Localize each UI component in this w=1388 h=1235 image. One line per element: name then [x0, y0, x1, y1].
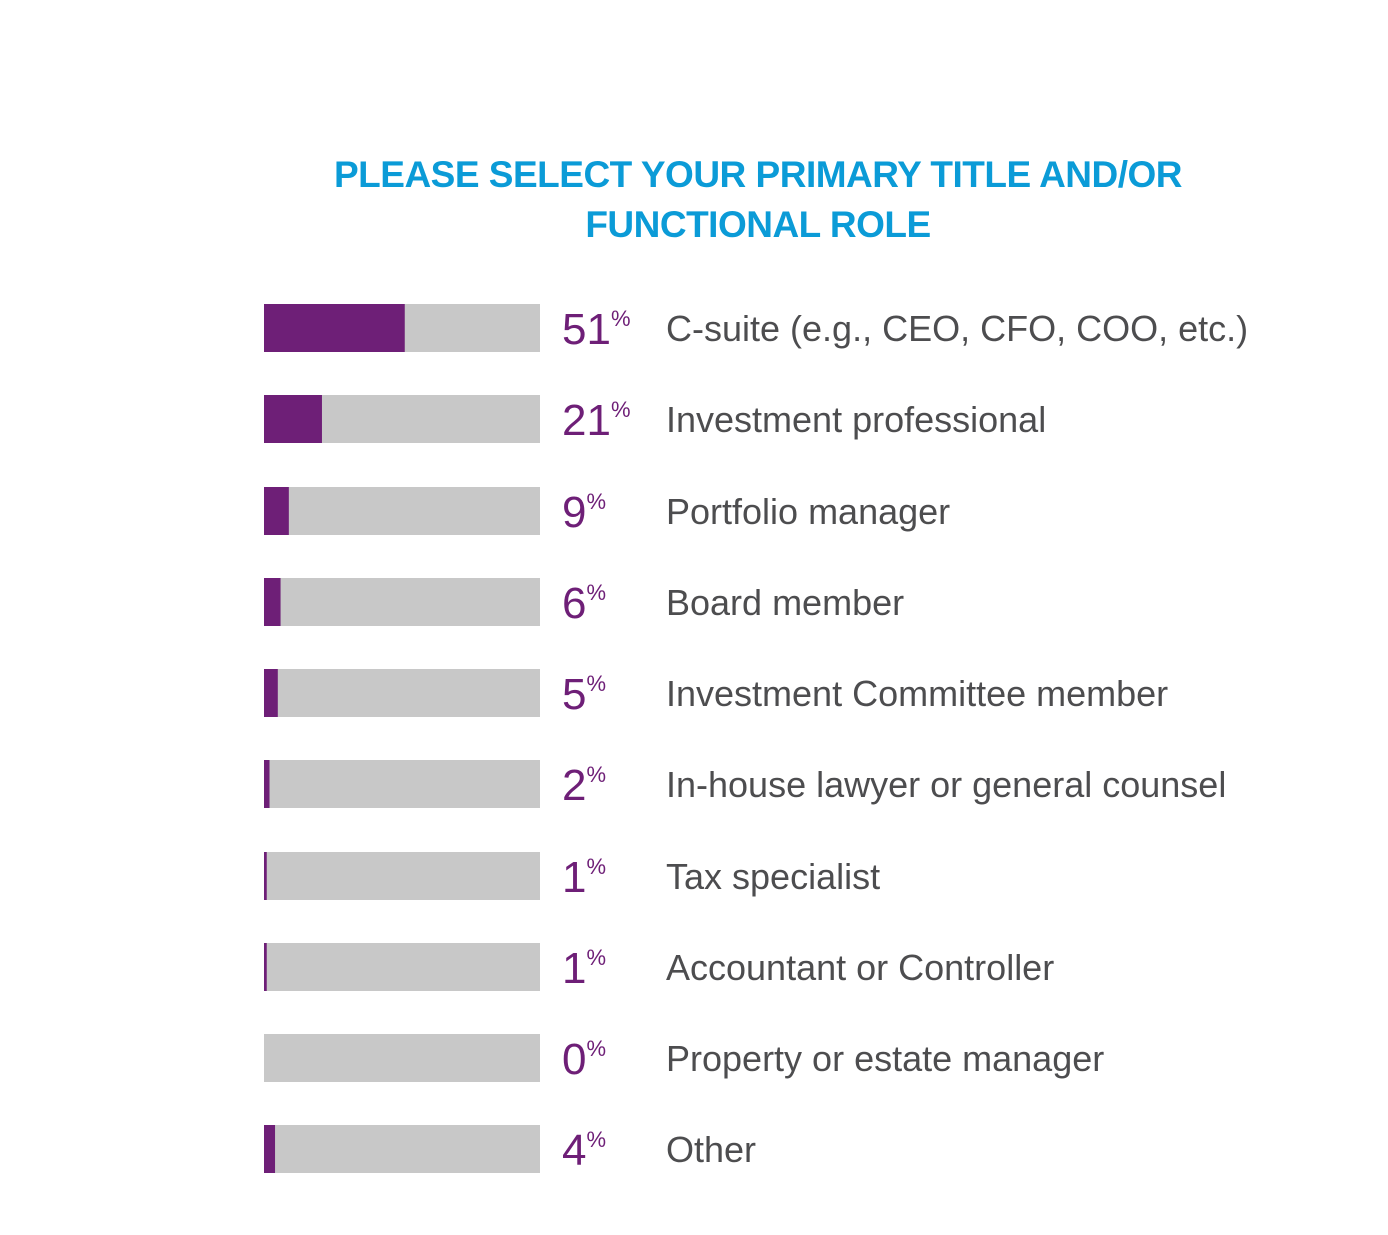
bar	[264, 578, 281, 626]
data-label: 5%	[562, 670, 606, 719]
bar-row: 9% Portfolio manager	[264, 487, 950, 537]
data-label: 1%	[562, 944, 606, 993]
bar-row: 0% Property or estate manager	[264, 1034, 1104, 1084]
bar-track	[264, 578, 540, 626]
data-label: 51%	[562, 305, 631, 354]
bar	[264, 1125, 276, 1173]
data-label: 9%	[562, 488, 606, 537]
bar	[264, 760, 270, 808]
data-label: 4%	[562, 1126, 606, 1175]
category-label: Property or estate manager	[666, 1038, 1104, 1079]
chart-title-line-1: PLEASE SELECT YOUR PRIMARY TITLE AND/OR	[333, 154, 1183, 195]
data-label: 0%	[562, 1035, 606, 1084]
category-label: Investment professional	[666, 399, 1046, 440]
bar-track	[264, 760, 540, 808]
bar-track	[264, 487, 540, 535]
bar-track	[264, 1034, 540, 1082]
bar-row: 1% Tax specialist	[264, 852, 880, 902]
category-label: Board member	[666, 582, 904, 623]
bar	[264, 487, 289, 535]
data-label: 21%	[562, 396, 631, 445]
bar-track	[264, 669, 540, 717]
category-label: C-suite (e.g., CEO, CFO, COO, etc.)	[666, 308, 1248, 349]
category-label: Other	[666, 1129, 756, 1170]
bar-row: 1% Accountant or Controller	[264, 943, 1054, 993]
bar	[264, 943, 267, 991]
category-label: Portfolio manager	[666, 491, 950, 532]
bar-track	[264, 852, 540, 900]
category-label: In-house lawyer or general counsel	[666, 764, 1226, 805]
data-label: 2%	[562, 761, 606, 810]
chart-title-line-2: FUNCTIONAL ROLE	[585, 204, 931, 245]
bar	[264, 304, 405, 352]
bar-row: 4% Other	[264, 1125, 756, 1175]
bar	[264, 395, 322, 443]
bar-track	[264, 1125, 540, 1173]
category-label: Investment Committee member	[666, 673, 1168, 714]
bar	[264, 669, 278, 717]
chart-title: PLEASE SELECT YOUR PRIMARY TITLE AND/OR …	[0, 150, 1388, 250]
bar-row: 6% Board member	[264, 578, 904, 628]
bar-row: 5% Investment Committee member	[264, 669, 1168, 719]
category-label: Tax specialist	[666, 856, 880, 897]
data-label: 1%	[562, 853, 606, 902]
bar	[264, 852, 267, 900]
bar-row: 21% Investment professional	[264, 395, 1046, 445]
bar-row: 2% In-house lawyer or general counsel	[264, 760, 1226, 810]
bar-track	[264, 943, 540, 991]
category-label: Accountant or Controller	[666, 947, 1054, 988]
bar-row: 51% C-suite (e.g., CEO, CFO, COO, etc.)	[264, 304, 1248, 354]
data-label: 6%	[562, 579, 606, 628]
